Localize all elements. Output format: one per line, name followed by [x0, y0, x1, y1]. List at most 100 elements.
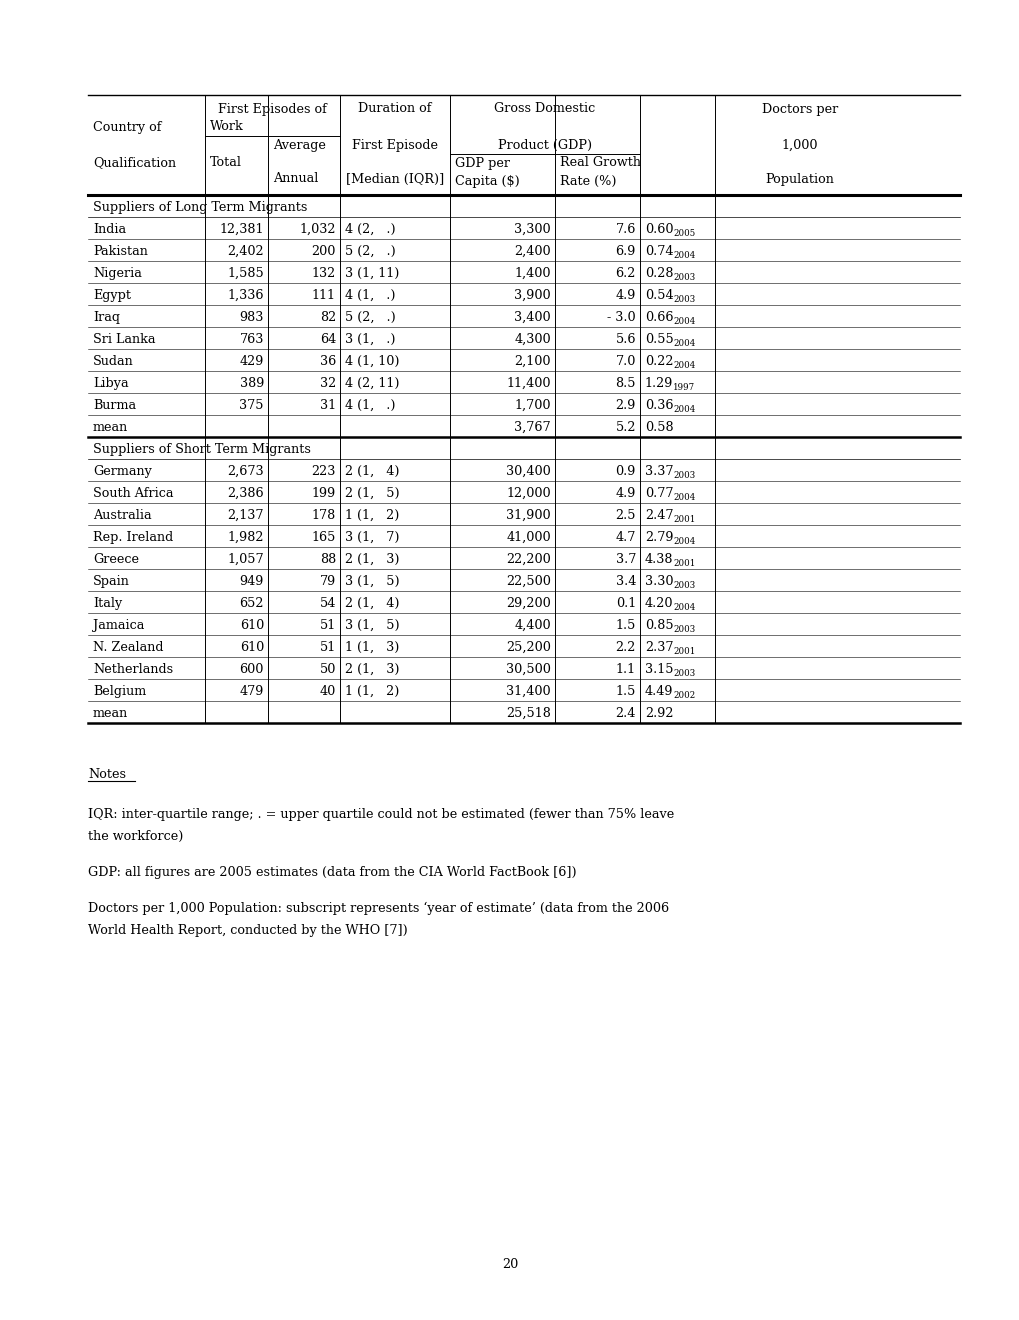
Text: Iraq: Iraq [93, 310, 120, 323]
Text: 2.92: 2.92 [644, 706, 673, 719]
Text: 40: 40 [319, 685, 335, 697]
Text: Average: Average [273, 139, 325, 152]
Text: First Episode: First Episode [352, 139, 437, 152]
Text: 0.55: 0.55 [644, 333, 674, 346]
Text: 7.6: 7.6 [615, 223, 636, 235]
Text: Qualification: Qualification [93, 157, 176, 169]
Text: 763: 763 [239, 333, 264, 346]
Text: 2001: 2001 [673, 558, 695, 568]
Text: South Africa: South Africa [93, 487, 173, 499]
Text: 2004: 2004 [673, 317, 695, 326]
Text: N. Zealand: N. Zealand [93, 640, 163, 653]
Text: 3 (1,   7): 3 (1, 7) [344, 531, 399, 544]
Text: 1,057: 1,057 [227, 553, 264, 565]
Text: IQR: inter-quartile range; . = upper quartile could not be estimated (fewer than: IQR: inter-quartile range; . = upper qua… [88, 808, 674, 821]
Text: 31: 31 [320, 399, 335, 412]
Text: 2004: 2004 [673, 405, 695, 413]
Text: 4 (1,   .): 4 (1, .) [344, 399, 395, 412]
Text: 2.9: 2.9 [615, 399, 636, 412]
Text: 0.66: 0.66 [644, 310, 673, 323]
Text: 51: 51 [319, 640, 335, 653]
Text: Annual: Annual [273, 173, 318, 186]
Text: 0.22: 0.22 [644, 355, 673, 367]
Text: Gross Domestic: Gross Domestic [494, 103, 595, 116]
Text: 3,767: 3,767 [514, 421, 550, 433]
Text: Sudan: Sudan [93, 355, 133, 367]
Text: 2.37: 2.37 [644, 640, 673, 653]
Text: Netherlands: Netherlands [93, 663, 173, 676]
Text: 5 (2,   .): 5 (2, .) [344, 244, 395, 257]
Text: 79: 79 [319, 574, 335, 587]
Text: [Median (IQR)]: [Median (IQR)] [345, 173, 443, 186]
Text: 0.54: 0.54 [644, 289, 673, 301]
Text: Work: Work [210, 120, 244, 133]
Text: 6.2: 6.2 [615, 267, 636, 280]
Text: 2004: 2004 [673, 339, 695, 347]
Text: 600: 600 [239, 663, 264, 676]
Text: 0.74: 0.74 [644, 244, 673, 257]
Text: 32: 32 [319, 376, 335, 389]
Text: 8.5: 8.5 [614, 376, 636, 389]
Text: 4.7: 4.7 [615, 531, 636, 544]
Text: 2004: 2004 [673, 360, 695, 370]
Text: 3,400: 3,400 [514, 310, 550, 323]
Text: 1,700: 1,700 [514, 399, 550, 412]
Text: 0.60: 0.60 [644, 223, 673, 235]
Text: 652: 652 [239, 597, 264, 610]
Text: 5.2: 5.2 [614, 421, 636, 433]
Text: 30,500: 30,500 [505, 663, 550, 676]
Text: 2 (1,   3): 2 (1, 3) [344, 663, 399, 676]
Text: 132: 132 [312, 267, 335, 280]
Text: 2.47: 2.47 [644, 508, 673, 521]
Text: 2.79: 2.79 [644, 531, 673, 544]
Text: Greece: Greece [93, 553, 139, 565]
Text: 0.85: 0.85 [644, 619, 673, 631]
Text: 200: 200 [312, 244, 335, 257]
Text: 178: 178 [312, 508, 335, 521]
Text: 3 (1,   5): 3 (1, 5) [344, 574, 399, 587]
Text: GDP per: GDP per [454, 157, 510, 169]
Text: 0.36: 0.36 [644, 399, 673, 412]
Text: Doctors per 1,000 Population: subscript represents ‘year of estimate’ (data from: Doctors per 1,000 Population: subscript … [88, 902, 668, 915]
Text: 610: 610 [239, 619, 264, 631]
Text: 2 (1,   5): 2 (1, 5) [344, 487, 399, 499]
Text: 25,518: 25,518 [505, 706, 550, 719]
Text: 2002: 2002 [673, 690, 695, 700]
Text: 2001: 2001 [673, 647, 695, 656]
Text: mean: mean [93, 421, 128, 433]
Text: 51: 51 [319, 619, 335, 631]
Text: 1,982: 1,982 [227, 531, 264, 544]
Text: 0.1: 0.1 [615, 597, 636, 610]
Text: World Health Report, conducted by the WHO [7]): World Health Report, conducted by the WH… [88, 924, 408, 937]
Text: 4,300: 4,300 [514, 333, 550, 346]
Text: 50: 50 [319, 663, 335, 676]
Text: 375: 375 [239, 399, 264, 412]
Text: 5 (2,   .): 5 (2, .) [344, 310, 395, 323]
Text: 2 (1,   4): 2 (1, 4) [344, 465, 399, 478]
Text: 3.15: 3.15 [644, 663, 673, 676]
Text: 4,400: 4,400 [514, 619, 550, 631]
Text: 389: 389 [239, 376, 264, 389]
Text: Duration of: Duration of [358, 103, 431, 116]
Text: 54: 54 [319, 597, 335, 610]
Text: 2003: 2003 [673, 624, 694, 634]
Text: the workforce): the workforce) [88, 830, 183, 843]
Text: Population: Population [765, 173, 834, 186]
Text: 4.20: 4.20 [644, 597, 673, 610]
Text: Capita ($): Capita ($) [454, 174, 520, 187]
Text: 199: 199 [312, 487, 335, 499]
Text: Real Growth: Real Growth [559, 157, 640, 169]
Text: 1,585: 1,585 [227, 267, 264, 280]
Text: 3,300: 3,300 [514, 223, 550, 235]
Text: 429: 429 [239, 355, 264, 367]
Text: 88: 88 [319, 553, 335, 565]
Text: Jamaica: Jamaica [93, 619, 145, 631]
Text: 1 (1,   3): 1 (1, 3) [344, 640, 399, 653]
Text: 3.30: 3.30 [644, 574, 673, 587]
Text: 4 (1,   .): 4 (1, .) [344, 289, 395, 301]
Text: Sri Lanka: Sri Lanka [93, 333, 155, 346]
Text: 4.9: 4.9 [615, 487, 636, 499]
Text: Australia: Australia [93, 508, 152, 521]
Text: 2 (1,   4): 2 (1, 4) [344, 597, 399, 610]
Text: 0.58: 0.58 [644, 421, 673, 433]
